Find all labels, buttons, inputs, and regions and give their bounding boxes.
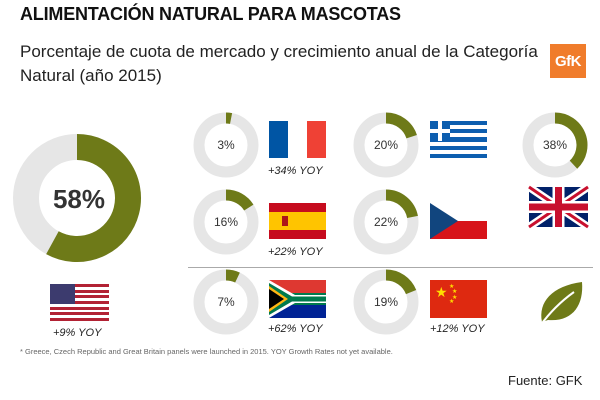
- share-label-south-africa: 7%: [217, 295, 235, 309]
- svg-text:★: ★: [449, 283, 454, 290]
- section-divider: [188, 267, 593, 268]
- donut-china: 19%: [353, 269, 419, 335]
- share-label-france: 3%: [217, 138, 235, 152]
- france-flag: [269, 121, 326, 158]
- page-subtitle: Porcentaje de cuota de mercado y crecimi…: [20, 42, 538, 85]
- donut-uk: 38%: [522, 112, 588, 178]
- donut-arc-czech: [385, 189, 418, 219]
- share-label-greece: 20%: [374, 138, 398, 152]
- us-flag: [50, 284, 109, 321]
- donut-south-africa: 7%: [193, 269, 259, 335]
- donut-spain: 16%: [193, 189, 259, 255]
- share-label-czech: 22%: [374, 215, 398, 229]
- czech-flag: [430, 203, 487, 239]
- donut-arc-china: [385, 269, 417, 295]
- svg-text:★: ★: [452, 294, 457, 301]
- donut-arc-spain: [225, 189, 254, 211]
- donut-czech: 22%: [353, 189, 419, 255]
- share-label-spain: 16%: [214, 215, 238, 229]
- greece-flag: [430, 121, 487, 158]
- svg-text:★: ★: [449, 298, 454, 305]
- yoy-label-us: +9% YOY: [53, 327, 102, 339]
- yoy-label-china: +12% YOY: [430, 323, 485, 335]
- svg-text:★: ★: [452, 288, 457, 295]
- page-title: ALIMENTACIÓN NATURAL PARA MASCOTAS: [20, 4, 401, 24]
- donut-greece: 20%: [353, 112, 419, 178]
- svg-text:★: ★: [435, 285, 448, 301]
- spain-flag: [269, 203, 326, 239]
- share-label-us: 58%: [53, 184, 105, 214]
- yoy-label-spain: +22% YOY: [268, 246, 323, 258]
- donut-france: 3%: [193, 112, 259, 178]
- donut-arc-uk: [554, 112, 588, 169]
- china-flag: ★ ★ ★ ★ ★: [430, 280, 487, 318]
- source-label: Fuente: GFK: [508, 373, 583, 388]
- donut-arc-greece: [385, 112, 417, 139]
- leaf-icon: [539, 282, 583, 327]
- donut-arc-south-africa: [225, 269, 240, 283]
- donut-arc-us: [46, 134, 141, 262]
- yoy-label-france: +34% YOY: [268, 165, 323, 177]
- share-label-uk: 38%: [543, 138, 567, 152]
- gfk-logo: GfK: [550, 44, 586, 78]
- yoy-label-south-africa: +62% YOY: [268, 323, 323, 335]
- south-africa-flag: [269, 280, 326, 318]
- footnote: * Greece, Czech Republic and Great Brita…: [20, 347, 393, 356]
- share-label-china: 19%: [374, 295, 398, 309]
- donut-us: 58%: [13, 134, 141, 262]
- uk-flag: [526, 183, 591, 231]
